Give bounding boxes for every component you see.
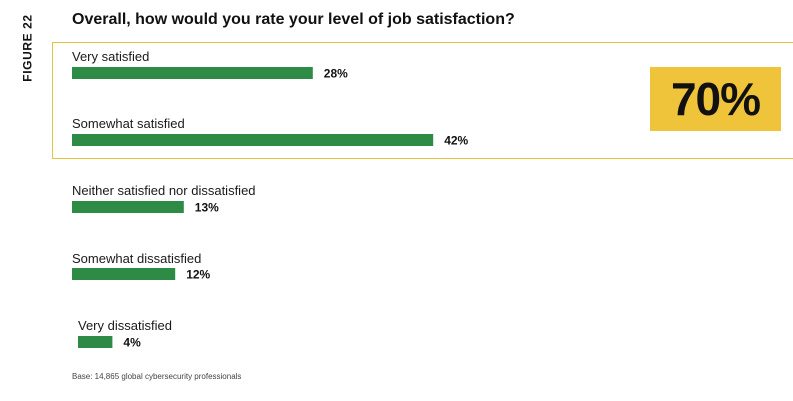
value-label-very-dissatisfied: 4%: [123, 336, 141, 350]
base-footnote: Base: 14,865 global cybersecurity profes…: [72, 372, 242, 381]
chart-title: Overall, how would you rate your level o…: [72, 11, 515, 28]
category-label-very-dissatisfied: Very dissatisfied: [78, 318, 172, 333]
value-label-somewhat-dissatisfied: 12%: [186, 268, 210, 282]
bar-neither-satisfied-nor-dissatisfied: [72, 201, 184, 213]
category-label-neither-satisfied-nor-dissatisfied: Neither satisfied nor dissatisfied: [72, 183, 256, 198]
category-label-somewhat-dissatisfied: Somewhat dissatisfied: [72, 251, 201, 266]
category-label-somewhat-satisfied: Somewhat satisfied: [72, 116, 185, 131]
bar-somewhat-satisfied: [72, 134, 434, 146]
satisfied-total-value: 70%: [670, 73, 761, 125]
bar-very-satisfied: [72, 67, 313, 79]
satisfied-total-callout: 70%: [650, 67, 781, 131]
bar-somewhat-dissatisfied: [72, 268, 176, 280]
category-label-very-satisfied: Very satisfied: [72, 49, 149, 64]
value-label-very-satisfied: 28%: [324, 67, 348, 81]
value-label-neither-satisfied-nor-dissatisfied: 13%: [195, 201, 219, 215]
bar-very-dissatisfied: [78, 336, 113, 348]
satisfied-highlight-box: [52, 42, 793, 159]
value-label-somewhat-satisfied: 42%: [444, 134, 468, 148]
